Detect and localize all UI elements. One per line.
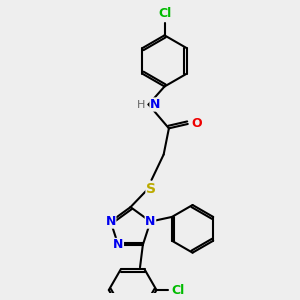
Text: N: N bbox=[150, 98, 160, 111]
Text: Cl: Cl bbox=[158, 7, 171, 20]
Text: S: S bbox=[146, 182, 157, 196]
Text: Cl: Cl bbox=[171, 284, 184, 296]
Text: N: N bbox=[105, 215, 116, 228]
Text: O: O bbox=[192, 118, 202, 130]
Text: N: N bbox=[145, 215, 156, 228]
Text: H: H bbox=[136, 100, 145, 110]
Text: N: N bbox=[113, 238, 123, 251]
